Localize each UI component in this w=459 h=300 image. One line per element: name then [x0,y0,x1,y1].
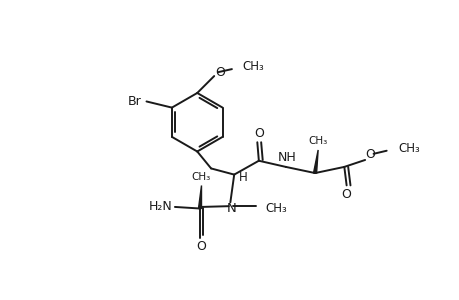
Text: CH₃: CH₃ [265,202,287,215]
Text: NH: NH [277,151,296,164]
Text: O: O [254,127,264,140]
Polygon shape [197,185,201,208]
Text: CH₃: CH₃ [191,172,210,182]
Text: CH₃: CH₃ [397,142,419,155]
Text: O: O [364,148,374,161]
Text: CH₃: CH₃ [308,136,327,146]
Text: O: O [196,241,206,254]
Text: H: H [239,171,247,184]
Text: H₂N: H₂N [149,200,173,213]
Polygon shape [313,150,318,173]
Text: CH₃: CH₃ [241,60,263,73]
Text: O: O [215,66,225,79]
Text: O: O [341,188,351,201]
Text: N: N [227,202,236,215]
Text: Br: Br [128,95,141,108]
